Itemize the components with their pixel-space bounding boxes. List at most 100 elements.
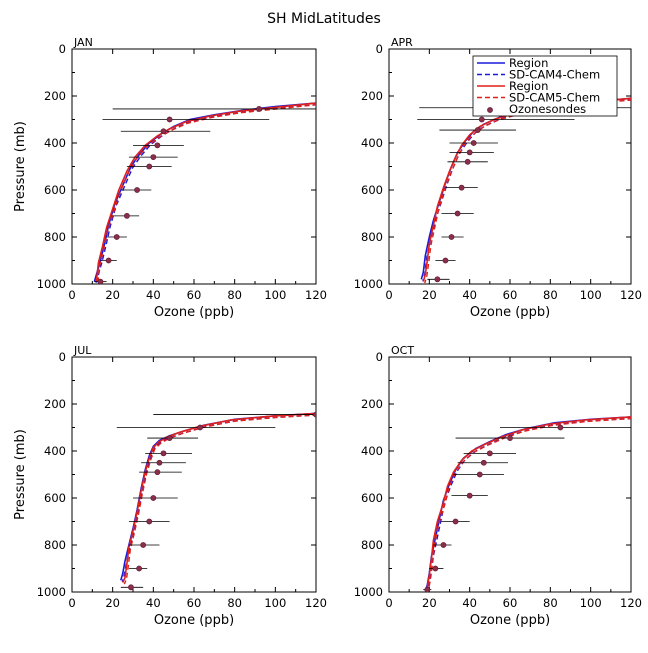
y-tick-label: 1000 [37,585,66,599]
x-tick-label: 40 [146,596,161,610]
x-tick-label: 100 [264,596,286,610]
y-tick-label: 1000 [354,277,383,291]
cam5-region-line [424,416,631,592]
x-tick-label: 20 [422,288,437,302]
y-tick-label: 1000 [354,585,383,599]
sonde-point [150,154,157,160]
legend-label: Region [509,56,548,70]
x-axis-label: Ozone (ppb) [154,305,234,320]
y-tick-label: 200 [361,397,383,411]
x-tick-label: 120 [305,288,327,302]
plot-area [116,411,316,591]
sonde-point [448,234,455,240]
x-tick-label: 0 [68,596,75,610]
x-tick-label: 60 [187,596,202,610]
legend-label: Ozonesondes [509,102,586,116]
x-axis-label: Ozone (ppb) [154,613,234,628]
sonde-point [197,424,203,431]
sonde-point [432,565,439,572]
y-tick-label: 0 [376,42,383,56]
sonde-point [458,184,465,191]
x-tick-label: 20 [105,288,120,302]
y-tick-label: 200 [44,89,66,103]
x-tick-label: 40 [462,596,477,610]
x-tick-label: 40 [462,288,477,302]
x-tick-label: 80 [227,288,242,302]
x-axis-label: Ozone (ppb) [470,305,550,320]
sonde-point [150,495,157,501]
sonde-point [146,518,153,525]
plot-area [417,97,631,284]
sonde-point [470,140,477,146]
cam4-region-line [424,416,631,592]
x-tick-label: 120 [620,596,642,610]
sonde-point [146,163,153,170]
sonde-point [474,127,481,133]
sonde-point [434,276,441,283]
sonde-point [464,158,471,165]
sonde-point [128,584,134,591]
plot-area [423,416,631,592]
y-tick-label: 0 [59,350,66,364]
sonde-point [313,411,316,418]
x-tick-label: 120 [620,288,642,302]
legend-marker [487,107,493,113]
x-tick-label: 80 [543,288,558,302]
y-tick-label: 800 [361,538,383,552]
sonde-point [166,116,173,123]
sonde-point [476,471,483,478]
cam5-region-line [122,412,316,583]
x-tick-label: 20 [422,596,437,610]
sonde-point [480,459,487,466]
y-tick-label: 600 [361,491,383,505]
legend-label: Region [509,79,548,93]
cam4-region-line [420,97,631,280]
x-tick-label: 60 [503,596,518,610]
sonde-point [124,212,130,219]
panel-label: OCT [391,344,414,357]
y-tick-label: 800 [361,230,383,244]
y-tick-label: 600 [44,183,66,197]
y-tick-label: 800 [44,538,66,552]
plot-area [93,102,316,284]
y-tick-label: 0 [59,42,66,56]
legend-label: SD-CAM4-Chem [509,68,600,82]
panel-label: JUL [73,344,92,357]
cam4-region-line [93,102,316,282]
legend-label: SD-CAM5-Chem [509,91,600,105]
x-tick-label: 100 [580,288,602,302]
y-tick-label: 800 [44,230,66,244]
sonde-point [97,278,104,284]
x-tick-label: 20 [105,596,120,610]
y-tick-label: 0 [376,350,383,364]
x-tick-label: 0 [385,596,392,610]
y-tick-label: 1000 [37,277,66,291]
x-tick-label: 80 [227,596,242,610]
cam4-model-line [422,99,631,281]
y-tick-label: 400 [361,444,383,458]
plot-frame [388,356,632,593]
y-tick-label: 600 [361,183,383,197]
sonde-point [486,450,493,457]
y-axis-label: Pressure (mb) [13,121,28,212]
x-tick-label: 80 [543,596,558,610]
sonde-point [166,435,173,441]
panel-oct: OCT 0 20 40 60 80 100 120 0 200 400 600 800 1000 Ozone… [354,344,642,628]
sonde-point [160,128,167,135]
y-tick-label: 400 [44,136,66,150]
y-tick-label: 400 [361,136,383,150]
plot-frame [71,356,317,593]
cam5-model-line [424,99,631,284]
sonde-point [256,106,262,112]
x-axis-label: Ozone (ppb) [470,613,550,628]
sonde-point [424,586,431,592]
cam5-region-line [95,102,316,282]
y-tick-label: 200 [361,89,383,103]
sonde-point [134,187,140,193]
x-tick-label: 0 [385,288,392,302]
sonde-point [154,469,161,476]
cam4-model-line [426,417,631,592]
cam5-model-line [97,104,316,284]
sonde-point [452,518,459,525]
